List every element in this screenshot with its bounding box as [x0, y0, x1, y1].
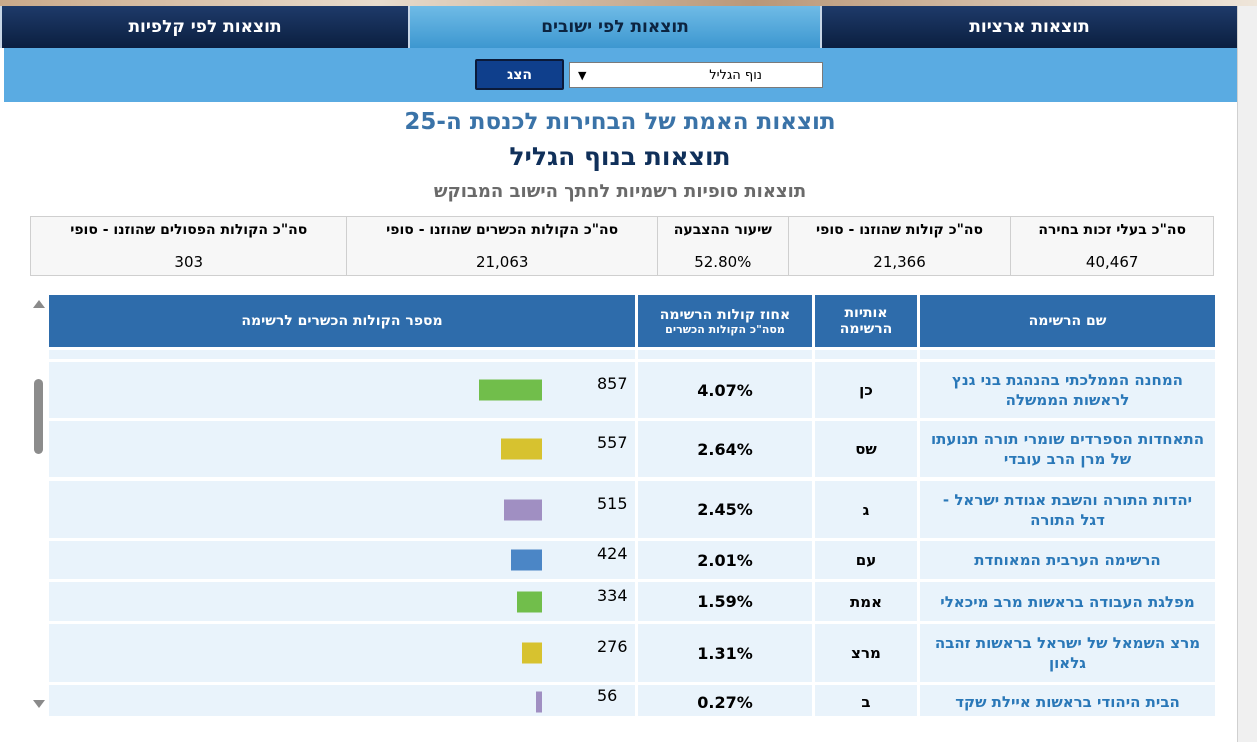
summary-label: סה"כ קולות שהוזנו - סופי [815, 222, 984, 238]
vote-count: 276 [597, 636, 628, 656]
cell-party-name[interactable]: מפלגת העבודה בראשות מרב מיכאלי [920, 582, 1215, 621]
header-votes: מספר הקולות הכשרים לרשימה [49, 295, 635, 347]
summary-value: 21,366 [873, 253, 926, 271]
cell-votes: 424 [49, 541, 635, 579]
city-title: תוצאות בנוף הגליל [509, 142, 731, 171]
show-button[interactable]: הצג [475, 59, 564, 90]
cell-votes: 857 [49, 362, 635, 418]
chevron-down-icon[interactable]: ▼ [578, 68, 587, 82]
summary-value: 21,063 [475, 253, 529, 271]
cell-name [920, 350, 1215, 359]
header-votes-label: מספר הקולות הכשרים לרשימה [241, 313, 443, 329]
vote-bar [511, 549, 542, 571]
vote-count: 515 [597, 493, 628, 513]
vote-count: 424 [597, 543, 628, 563]
vote-bar [504, 499, 542, 520]
header-banner-image [0, 0, 1257, 8]
vote-bar [479, 379, 542, 401]
cell-party-name[interactable]: הבית היהודי בראשות איילת שקד [920, 685, 1215, 716]
table-row: 56 0.27% ב הבית היהודי בראשות איילת שקד [49, 685, 1215, 716]
vote-count: 857 [597, 373, 628, 393]
cell-pct: 1.31% [638, 624, 812, 682]
cell-pct [638, 350, 812, 359]
summary-label: סה"כ בעלי זכות בחירה [1038, 222, 1186, 238]
table-row: 515 2.45% ג יהדות התורה והשבת אגודת ישראל -… [49, 481, 1215, 538]
vote-bar [501, 438, 542, 460]
cell-votes: 276 [49, 624, 635, 682]
cell-letters: שס [815, 421, 917, 477]
header-name-label: שם הרשימה [1028, 313, 1107, 329]
header-percent-sublabel: מסה"כ הקולות הכשרים [665, 322, 785, 336]
cell-pct: 1.59% [638, 582, 812, 621]
vote-bar [522, 642, 542, 664]
cell-letters: אמת [815, 582, 917, 621]
cell-letters: כן [815, 362, 917, 418]
summary-value: 303 [174, 253, 204, 271]
filter-bar: נוף הגליל ▼ הצג [4, 48, 1237, 102]
summary-cell-turnout: שיעור ההצבעה 52.80% [656, 217, 788, 275]
vote-count: 56 [597, 685, 618, 705]
table-row: 276 1.31% מרצ מרצ השמאל של ישראל בראשות זהב… [49, 624, 1215, 682]
summary-cell-invalid-votes: סה"כ הקולות הפסולים שהוזנו - סופי 303 [31, 217, 346, 275]
cell-party-name[interactable]: מרצ השמאל של ישראל בראשות זהבה גלאון [920, 624, 1215, 682]
cell-party-name[interactable]: הרשימה הערבית המאוחדת [920, 541, 1215, 579]
cell-letters: ב [815, 685, 917, 716]
cell-pct: 2.64% [638, 421, 812, 477]
city-select[interactable]: נוף הגליל ▼ [569, 62, 823, 88]
results-table: מספר הקולות הכשרים לרשימה אחוז קולות הרש… [49, 295, 1215, 716]
cell-party-name[interactable]: המחנה הממלכתי בהנהגת בני גנץ לראשות הממש… [920, 362, 1215, 418]
header-name: שם הרשימה [920, 295, 1215, 347]
header-percent-label: אחוז קולות הרשימה [659, 306, 791, 323]
header-letters-label: אותיות הרשימה [839, 305, 893, 337]
cell-pct: 4.07% [638, 362, 812, 418]
summary-value: 40,467 [1085, 253, 1139, 271]
cell-letters [815, 350, 917, 359]
summary-label: סה"כ הקולות הפסולים שהוזנו - סופי [70, 222, 308, 238]
summary-cell-valid-votes: סה"כ הקולות הכשרים שהוזנו - סופי 21,063 [346, 217, 656, 275]
table-row: 857 4.07% כן המחנה הממלכתי בהנהגת בני גנץ ל… [49, 362, 1215, 418]
cell-letters: מרצ [815, 624, 917, 682]
table-row: 334 1.59% אמת מפלגת העבודה בראשות מרב מיכאל… [49, 582, 1215, 621]
cell-votes: 56 [49, 685, 635, 716]
city-select-value: נוף הגליל [709, 67, 762, 83]
summary-label: שיעור ההצבעה [673, 222, 772, 238]
scroll-up-arrow-icon[interactable] [33, 300, 45, 308]
vote-count: 334 [597, 585, 628, 605]
header-letters: אותיות הרשימה [815, 295, 917, 347]
summary-label: סה"כ הקולות הכשרים שהוזנו - סופי [386, 222, 619, 238]
cell-votes: 515 [49, 481, 635, 538]
page-subtitle: תוצאות סופיות רשמיות לחתך הישוב המבוקש [433, 181, 807, 202]
page-scrollbar[interactable] [1237, 6, 1257, 742]
summary-value: 52.80% [694, 253, 752, 271]
cell-letters: עם [815, 541, 917, 579]
cell-party-name[interactable]: התאחדות הספרדים שומרי תורה תנועתו של מרן… [920, 421, 1215, 477]
table-row-partial [49, 350, 1215, 359]
tab-national-results[interactable]: תוצאות ארציות [820, 6, 1237, 48]
cell-votes: 334 [49, 582, 635, 621]
cell-votes: 557 [49, 421, 635, 477]
vote-bar [517, 591, 542, 612]
vote-count: 557 [597, 432, 628, 452]
cell-letters: ג [815, 481, 917, 538]
tab-results-by-city[interactable]: תוצאות לפי ישובים [408, 6, 820, 48]
cell-party-name[interactable]: יהדות התורה והשבת אגודת ישראל - דגל התור… [920, 481, 1215, 538]
table-row: 557 2.64% שס התאחדות הספרדים שומרי תורה תנו… [49, 421, 1215, 477]
results-tabs: תוצאות לפי קלפיות תוצאות לפי ישובים תוצא… [0, 6, 1237, 48]
summary-cell-eligible-voters: סה"כ בעלי זכות בחירה 40,467 [1010, 217, 1213, 275]
cell-pct: 0.27% [638, 685, 812, 716]
scroll-down-arrow-icon[interactable] [33, 700, 45, 708]
summary-table: סה"כ הקולות הפסולים שהוזנו - סופי 303 סה… [30, 216, 1214, 276]
cell-votes [49, 350, 635, 359]
table-scrollbar-thumb[interactable] [34, 379, 43, 454]
summary-cell-total-votes: סה"כ קולות שהוזנו - סופי 21,366 [787, 217, 1011, 275]
vote-bar [536, 691, 542, 713]
table-row: 424 2.01% עם הרשימה הערבית המאוחדת [49, 541, 1215, 579]
tab-results-by-ballot[interactable]: תוצאות לפי קלפיות [0, 6, 408, 48]
page-title: תוצאות האמת של הבחירות לכנסת ה-25 [404, 109, 836, 135]
cell-pct: 2.45% [638, 481, 812, 538]
cell-pct: 2.01% [638, 541, 812, 579]
header-percent: אחוז קולות הרשימה מסה"כ הקולות הכשרים [638, 295, 812, 347]
